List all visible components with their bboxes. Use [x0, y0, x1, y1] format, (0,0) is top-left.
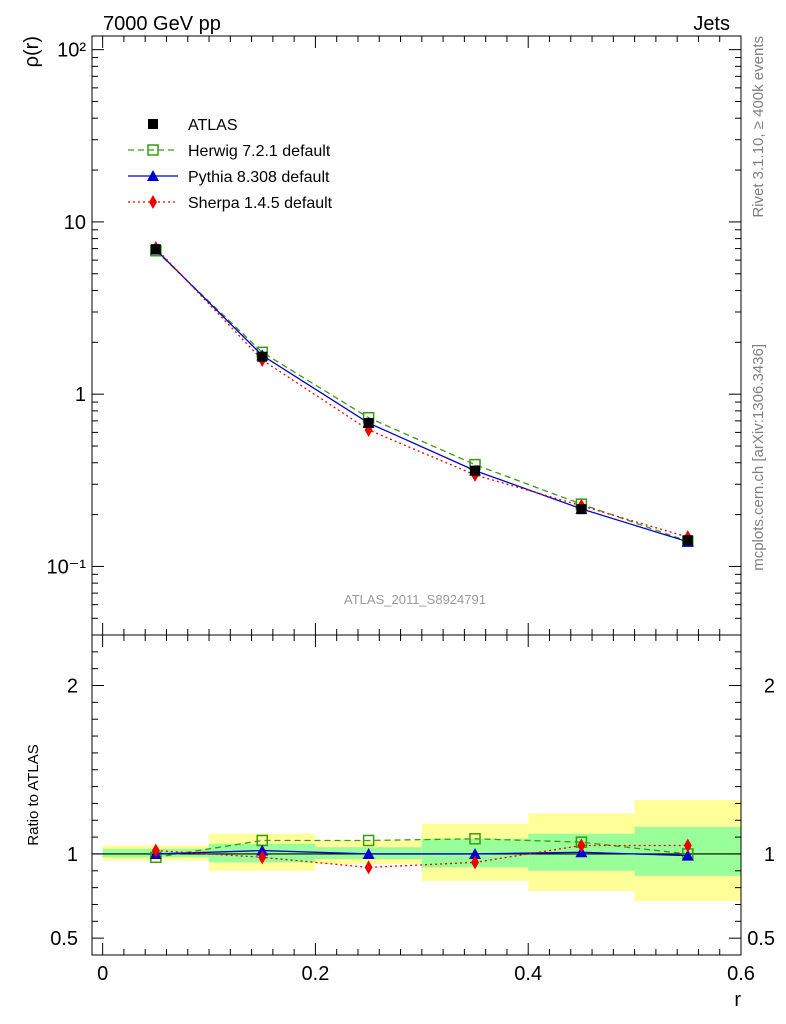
legend-marker-herwig-7-2-1-default — [147, 144, 159, 156]
xtick-label: 0.6 — [727, 963, 755, 985]
ratio-line-herwig-7-2-1-default — [155, 838, 688, 858]
main-panel: 10⁻¹ 1 10 10² ρ(r) ATLAS_2011_S8924791 ATLA… — [21, 35, 742, 636]
main-line-herwig-7-2-1-default — [155, 250, 689, 542]
legend-marker-pythia-8-308-default — [147, 170, 159, 181]
xtick-label: 0 — [97, 963, 108, 985]
main-ytick-label: 1 — [75, 384, 86, 406]
legend-label-pythia-8-308-default: Pythia 8.308 default — [188, 169, 330, 186]
legend-label-herwig-7-2-1-default: Herwig 7.2.1 default — [188, 143, 331, 160]
ratio-ytick-label-right: 2 — [764, 676, 775, 698]
ratio-ylabel: Ratio to ATLAS — [25, 744, 42, 845]
xlabel: r — [734, 989, 741, 1011]
xtick-label: 0.4 — [514, 963, 542, 985]
main-ylabel: ρ(r) — [21, 36, 43, 67]
main-point-atlas — [257, 351, 268, 362]
ratio-line-sherpa-1-4-5-default — [155, 844, 688, 869]
main-ytick-label: 10⁻¹ — [47, 556, 87, 578]
header-left: 7000 GeV pp — [103, 13, 221, 35]
main-line-pythia-8-308-default — [155, 249, 688, 543]
ratio-point-herwig-7-2-1-default — [469, 833, 481, 845]
ratio-point-sherpa-1-4-5-default — [683, 838, 692, 853]
ratio-point-sherpa-1-4-5-default — [151, 843, 160, 858]
main-ytick-label: 10 — [64, 212, 86, 234]
main-point-atlas — [150, 244, 161, 255]
ratio-point-sherpa-1-4-5-default — [364, 860, 373, 875]
ratio-ytick-label-left: 2 — [67, 676, 78, 698]
main-point-atlas — [682, 535, 693, 546]
rivet-label: Rivet 3.1.10, ≥ 400k events — [750, 36, 767, 218]
legend-label-atlas: ATLAS — [188, 117, 238, 134]
ratio-ytick-label-left: 0.5 — [50, 928, 78, 950]
legend-marker-atlas — [148, 119, 158, 129]
main-ytick-label: 10² — [57, 40, 86, 62]
ratio-line-pythia-8-308-default — [155, 849, 688, 857]
ratio-point-pythia-8-308-default — [256, 844, 269, 856]
analysis-watermark: ATLAS_2011_S8924791 — [344, 592, 486, 607]
mcplots-label: mcplots.cern.ch [arXiv:1306.3436] — [750, 344, 767, 571]
ratio-ytick-label-right: 1 — [764, 844, 775, 866]
ratio-point-pythia-8-308-default — [681, 849, 694, 861]
ratio-point-pythia-8-308-default — [362, 847, 375, 859]
ratio-frame — [91, 634, 742, 956]
legend-marker-sherpa-1-4-5-default — [149, 195, 157, 209]
main-line-sherpa-1-4-5-default — [155, 247, 688, 538]
xtick-label: 0.2 — [302, 963, 330, 985]
legend-label-sherpa-1-4-5-default: Sherpa 1.4.5 default — [188, 195, 333, 212]
main-point-atlas — [470, 465, 481, 476]
header-right: Jets — [693, 13, 730, 35]
main-point-atlas — [576, 504, 587, 515]
main-point-atlas — [363, 418, 374, 429]
legend: ATLAS Herwig 7.2.1 default Pythia 8.308 de… — [128, 117, 333, 212]
ratio-ytick-label-right: 0.5 — [747, 928, 775, 950]
ratio-point-sherpa-1-4-5-default — [258, 850, 267, 865]
ratio-point-sherpa-1-4-5-default — [577, 838, 586, 853]
ratio-ytick-label-left: 1 — [67, 844, 78, 866]
ratio-point-pythia-8-308-default — [469, 847, 482, 859]
ratio-panel: 0.5 0.5 1 1 2 2 0 0.2 0.4 0.6 Ratio to ATLAS r — [25, 634, 775, 1011]
ratio-point-sherpa-1-4-5-default — [471, 855, 480, 870]
ratio-point-herwig-7-2-1-default — [362, 834, 375, 847]
